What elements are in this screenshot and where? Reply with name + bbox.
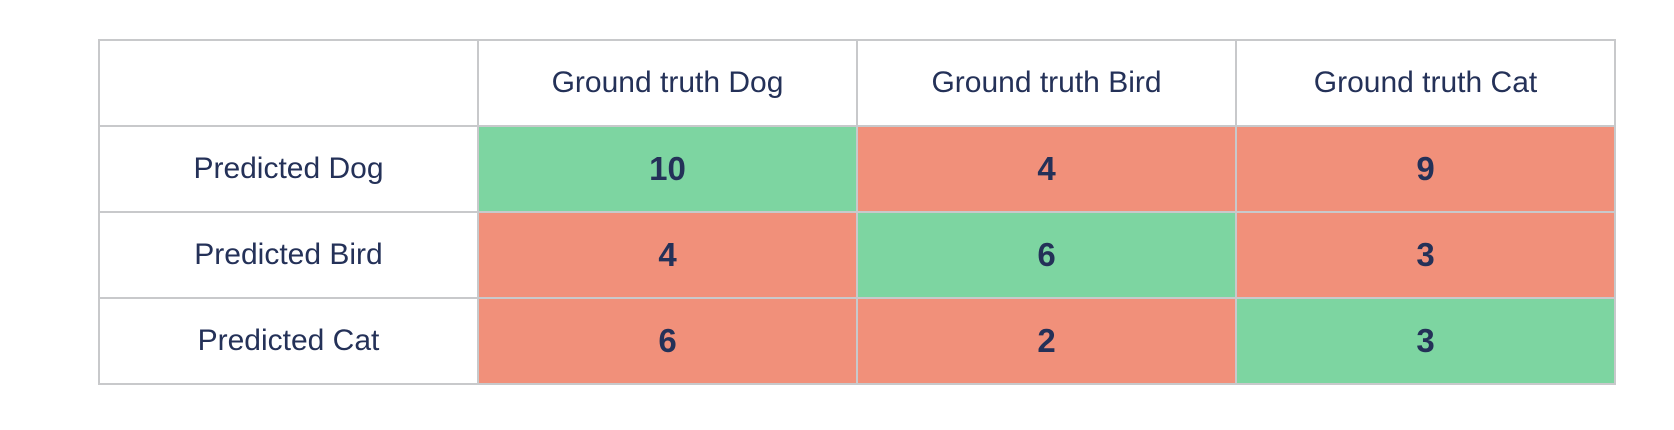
matrix-cell: 4: [477, 211, 858, 299]
column-header-ground-truth-bird: Ground truth Bird: [856, 39, 1237, 127]
row-label-predicted-dog: Predicted Dog: [98, 125, 479, 213]
header-row: Ground truth Dog Ground truth Bird Groun…: [98, 39, 1616, 127]
matrix-cell: 2: [856, 297, 1237, 385]
matrix-cell: 6: [477, 297, 858, 385]
matrix-cell: 3: [1235, 211, 1616, 299]
matrix-cell: 9: [1235, 125, 1616, 213]
matrix-cell: 6: [856, 211, 1237, 299]
corner-cell: [98, 39, 479, 127]
matrix-cell: 3: [1235, 297, 1616, 385]
table-row-predicted-bird: Predicted Bird 4 6 3: [98, 211, 1616, 299]
column-header-ground-truth-dog: Ground truth Dog: [477, 39, 858, 127]
column-header-ground-truth-cat: Ground truth Cat: [1235, 39, 1616, 127]
row-label-predicted-bird: Predicted Bird: [98, 211, 479, 299]
table-row-predicted-cat: Predicted Cat 6 2 3: [98, 297, 1616, 385]
confusion-matrix-table: Ground truth Dog Ground truth Bird Groun…: [98, 39, 1616, 385]
matrix-cell: 4: [856, 125, 1237, 213]
matrix-cell: 10: [477, 125, 858, 213]
row-label-predicted-cat: Predicted Cat: [98, 297, 479, 385]
table-row-predicted-dog: Predicted Dog 10 4 9: [98, 125, 1616, 213]
